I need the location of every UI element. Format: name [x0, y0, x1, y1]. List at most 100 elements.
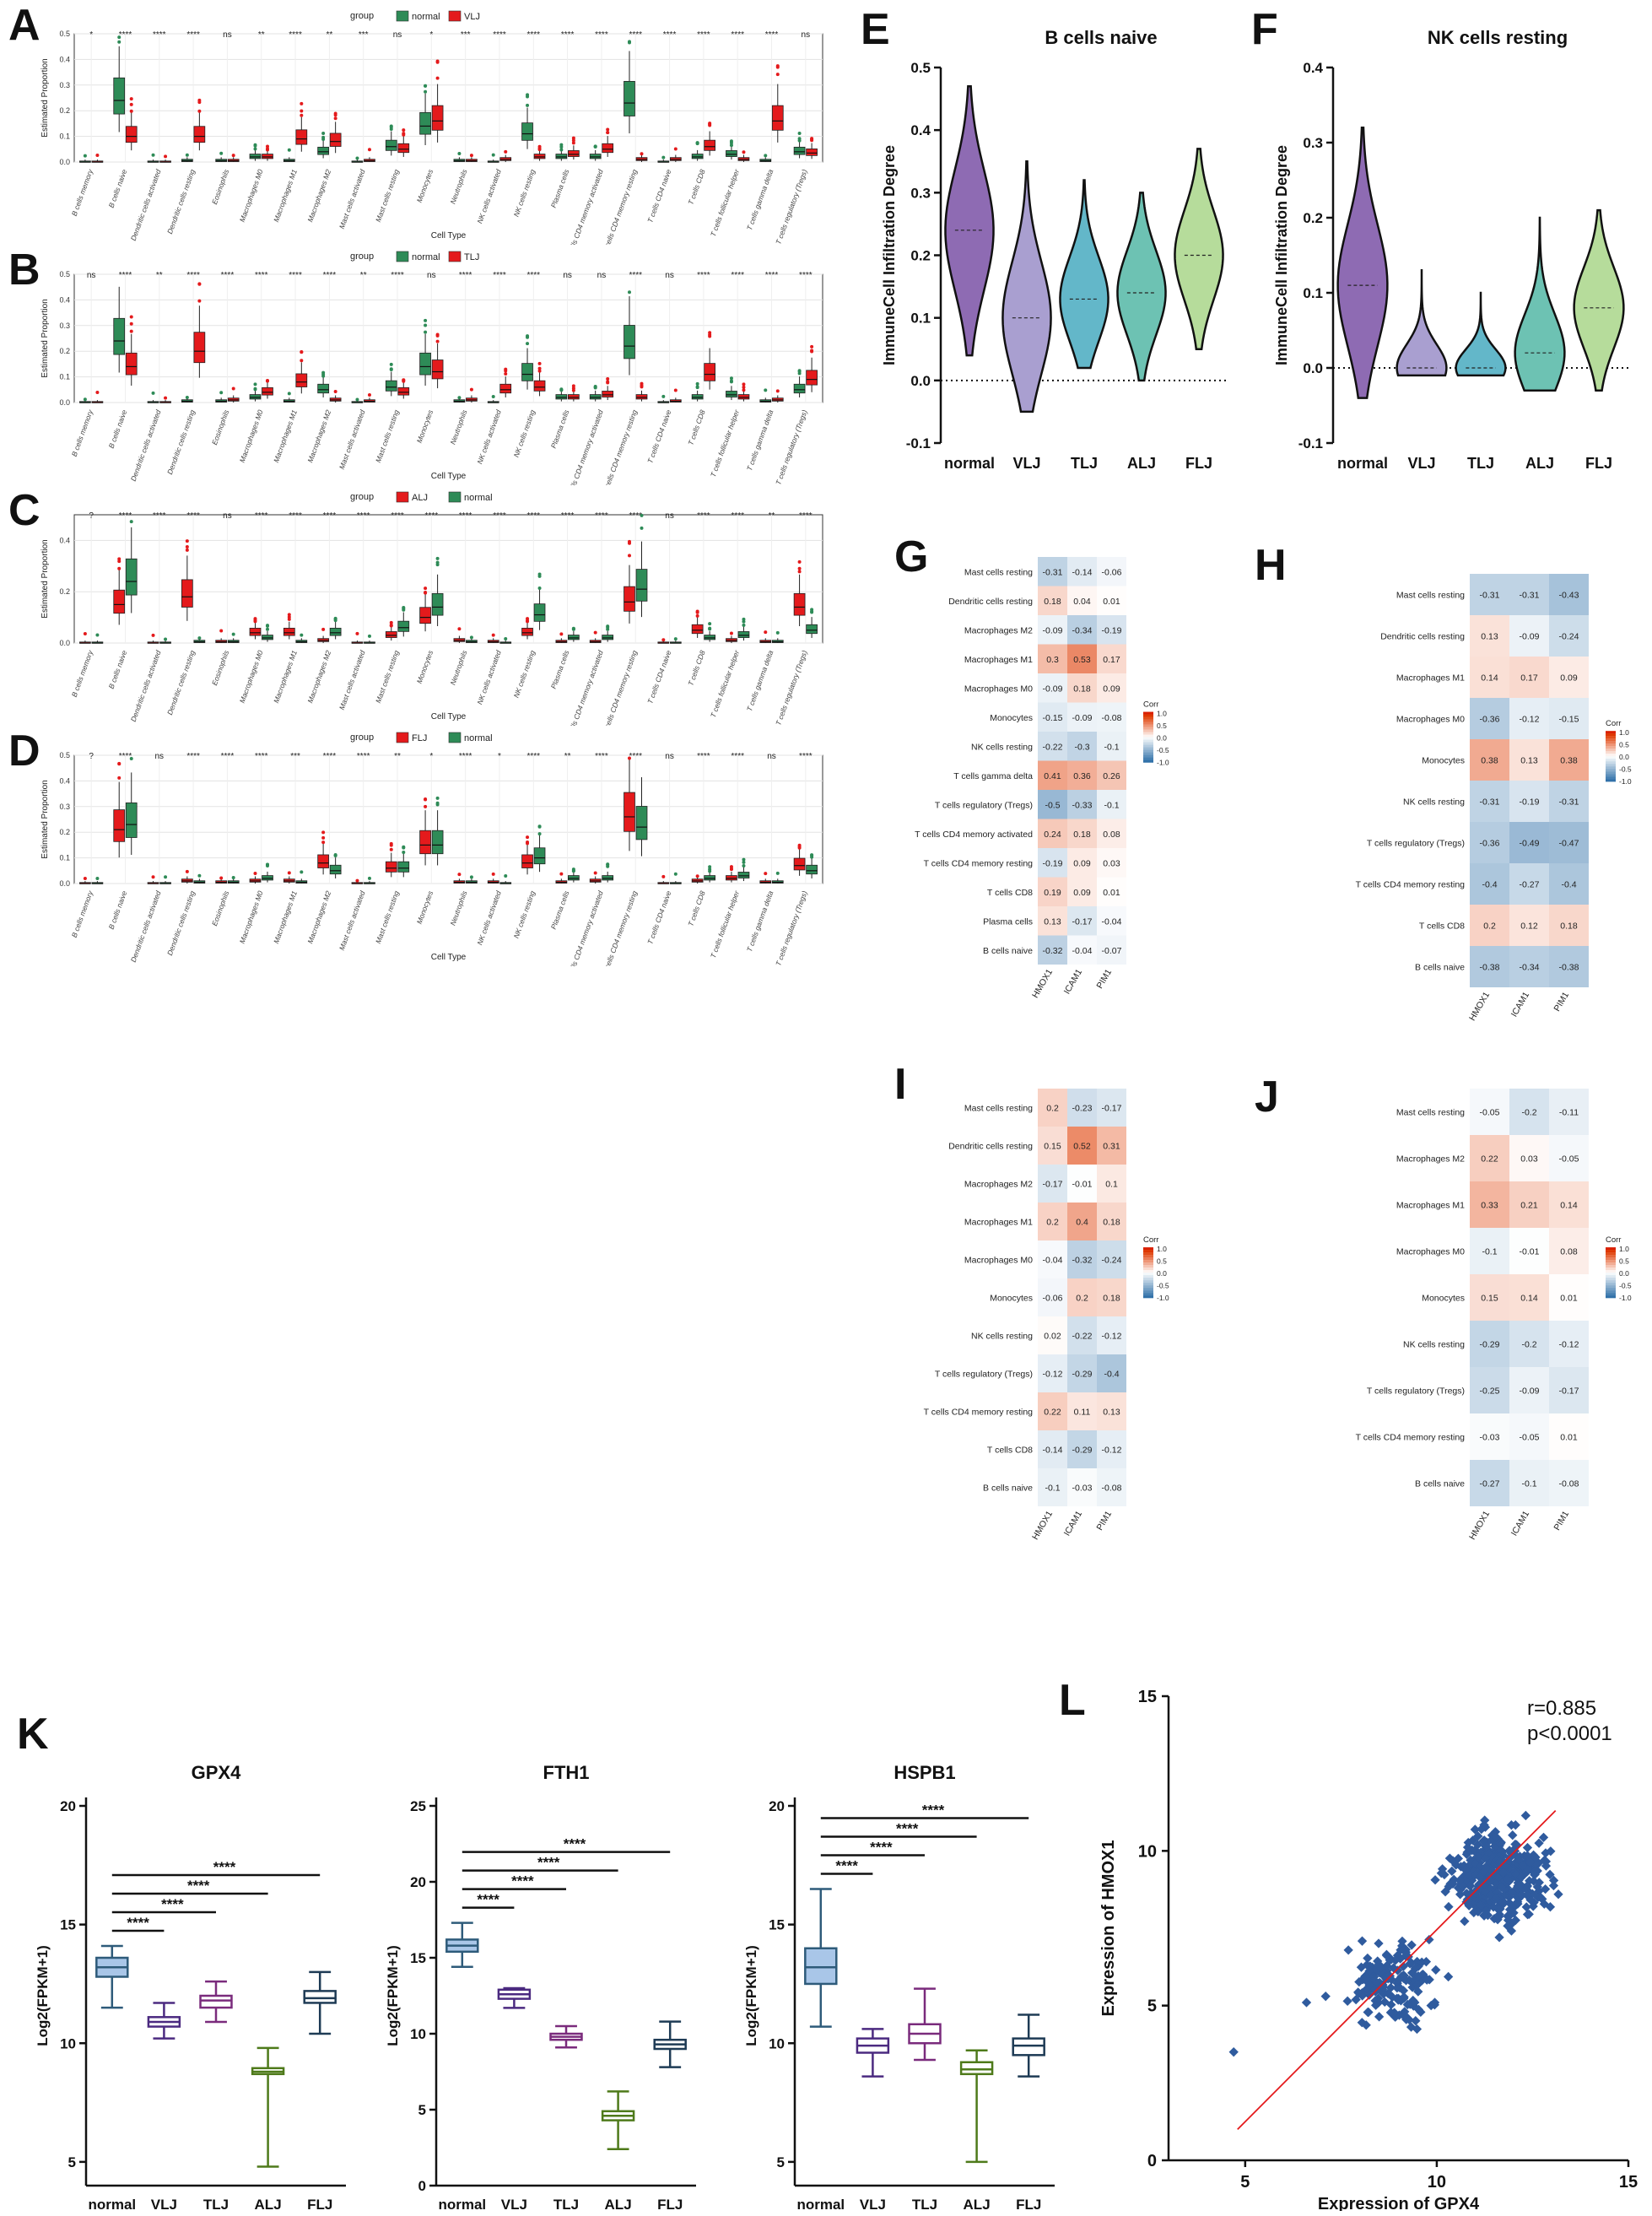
legend-gradient-step [1143, 714, 1153, 717]
outlier-point [231, 632, 235, 636]
heatmap-cell [1509, 698, 1549, 739]
x-tick-label: TLJ [1071, 455, 1098, 472]
significance-label: **** [357, 511, 370, 521]
x-tick-label: T cells regulatory (Tregs) [774, 168, 809, 245]
cell-value: 0.24 [1044, 830, 1061, 840]
cell-value: 0.38 [1560, 756, 1578, 766]
cell-value: -0.01 [1072, 1180, 1093, 1190]
panel-label-e: E [861, 5, 890, 54]
heatmap-cell [1097, 1392, 1126, 1430]
heatmap-cell [1097, 1089, 1126, 1127]
y-tick-label: 0.2 [59, 347, 70, 355]
outlier-point [797, 845, 802, 849]
x-tick-label: Dendritic cells resting [165, 889, 197, 957]
y-tick-label: 0.2 [59, 106, 70, 115]
heatmap-cell [1038, 790, 1067, 819]
heatmap-cell [1067, 877, 1097, 906]
scatter-point [1488, 1902, 1498, 1912]
cell-value: -0.31 [1520, 591, 1540, 601]
row-label: Mast cells resting [1396, 1108, 1465, 1118]
box [793, 383, 806, 394]
cell-value: 0.2 [1046, 1218, 1059, 1228]
outlier-point [640, 526, 644, 530]
outlier-point [571, 136, 575, 140]
cell-value: -0.12 [1102, 1332, 1122, 1342]
x-tick-label: T cells CD4 memory resting [601, 889, 639, 966]
cell-value: 0.22 [1044, 1408, 1061, 1418]
y-tick-label: 5 [1147, 1997, 1157, 2016]
row-label: T cells CD8 [1419, 922, 1465, 932]
heatmap-cell [1038, 557, 1067, 586]
x-tick-label: T cells gamma delta [745, 168, 775, 231]
y-tick-label: -0.1 [906, 435, 931, 451]
legend-gradient-step [1143, 1290, 1153, 1294]
significance-label: ns [767, 752, 776, 761]
legend-gradient-step [1143, 1260, 1153, 1263]
cell-value: 0.18 [1103, 1294, 1120, 1304]
heatmap-cell [1038, 760, 1067, 790]
cell-value: 0.01 [1560, 1294, 1578, 1304]
outlier-point [402, 132, 406, 137]
y-tick-label: 20 [60, 1798, 76, 1814]
outlier-point [695, 385, 699, 389]
cell-value: -0.05 [1480, 1108, 1500, 1118]
cell-value: 0.15 [1044, 1142, 1061, 1152]
legend-gradient-step [1143, 754, 1153, 758]
cell-value: -0.4 [1561, 880, 1576, 890]
outlier-point [151, 391, 155, 395]
scatter-point [1406, 1940, 1417, 1950]
legend-swatch [396, 491, 409, 503]
x-tick-label: T cells CD4 naive [645, 889, 672, 945]
heatmap-cell [1097, 1127, 1126, 1165]
heatmap-cell [1038, 702, 1067, 732]
cell-value: -0.4 [1104, 1370, 1119, 1380]
box [113, 77, 126, 115]
cell-value: 0.01 [1103, 888, 1120, 898]
heatmap-cell [1097, 1468, 1126, 1506]
scatter-point [1381, 1950, 1392, 1961]
column-label: ICAM1 [1509, 1509, 1532, 1538]
legend-tick-label: -0.5 [1619, 1282, 1632, 1290]
y-tick-label: 15 [410, 1950, 426, 1966]
scatter-point [1424, 1934, 1434, 1945]
scatter-point [1481, 1905, 1492, 1916]
box [1012, 2037, 1045, 2057]
row-label: T cells regulatory (Tregs) [935, 1370, 1033, 1380]
scatter-point [1386, 1999, 1396, 2010]
cell-value: -0.27 [1520, 880, 1540, 890]
legend-gradient-step [1143, 1255, 1153, 1258]
cell-value: -0.12 [1559, 1340, 1579, 1350]
outlier-point [775, 64, 780, 68]
x-tick-label: Macrophages M2 [305, 408, 332, 463]
scatter-point [1320, 1992, 1331, 2002]
outlier-point [117, 761, 121, 765]
y-tick-label: 15 [1138, 1688, 1157, 1706]
scatter-point [1357, 2018, 1367, 2028]
heatmap-cell [1097, 1354, 1126, 1392]
cell-value: -0.09 [1072, 713, 1093, 723]
cell-value: -0.07 [1102, 946, 1122, 956]
outlier-point [287, 615, 291, 619]
x-tick-label: Eosinophils [210, 649, 231, 687]
legend-gradient-step [1606, 749, 1616, 752]
outlier-point [559, 872, 564, 876]
cell-value: -0.1 [1104, 742, 1119, 752]
row-label: T cells gamma delta [953, 771, 1033, 781]
outlier-point [367, 634, 371, 638]
outlier-point [559, 387, 564, 392]
cell-value: -0.12 [1102, 1446, 1122, 1456]
outlier-point [729, 631, 733, 635]
row-label: T cells CD4 memory resting [924, 858, 1033, 868]
legend-gradient-step [1143, 1288, 1153, 1291]
heatmap-cell [1067, 819, 1097, 848]
legend-gradient-step [1606, 1257, 1616, 1261]
outlier-point [300, 113, 304, 117]
cell-value: 0.12 [1520, 922, 1538, 932]
legend-gradient-step [1143, 716, 1153, 720]
heatmap-cell [1038, 644, 1067, 673]
heatmap-cell [1509, 1413, 1549, 1460]
significance-label: ** [360, 271, 367, 280]
x-tick-label: normal [88, 2197, 136, 2211]
legend-gradient-step [1143, 1293, 1153, 1296]
x-tick-label: Plasma cells [549, 168, 571, 209]
